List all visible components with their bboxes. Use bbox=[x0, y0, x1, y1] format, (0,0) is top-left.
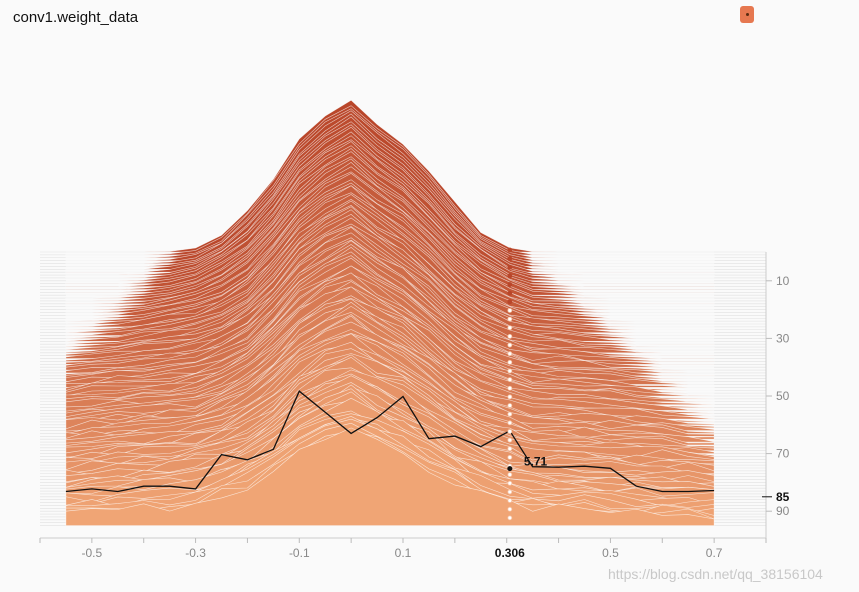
hover-marker bbox=[507, 411, 513, 417]
hover-x-label: 0.306 bbox=[495, 546, 525, 560]
chart-title: conv1.weight_data bbox=[13, 9, 139, 26]
histogram-slice bbox=[65, 427, 715, 526]
step-tick-label: 90 bbox=[776, 504, 790, 518]
hover-marker bbox=[507, 420, 513, 426]
x-tick-label: 0.7 bbox=[706, 546, 723, 560]
hover-marker bbox=[507, 299, 513, 305]
hover-marker bbox=[507, 256, 513, 262]
hover-marker bbox=[507, 515, 513, 521]
hover-marker bbox=[507, 316, 513, 322]
step-tick-label: 30 bbox=[776, 331, 790, 345]
hover-marker bbox=[507, 489, 513, 495]
chart-options-toggle[interactable] bbox=[740, 6, 754, 23]
hover-point bbox=[507, 466, 513, 472]
hover-marker bbox=[507, 446, 513, 452]
hover-step-label: 85 bbox=[776, 490, 790, 504]
hover-value-label: 5.71 bbox=[524, 455, 548, 469]
hover-marker bbox=[507, 385, 513, 391]
hover-marker bbox=[507, 472, 513, 478]
hover-marker bbox=[507, 247, 513, 253]
hover-marker bbox=[507, 290, 513, 296]
hover-marker bbox=[507, 333, 513, 339]
hover-marker bbox=[507, 480, 513, 486]
hover-marker bbox=[507, 394, 513, 400]
toggle-dot-icon bbox=[746, 13, 749, 16]
hover-marker bbox=[507, 308, 513, 313]
hover-marker bbox=[507, 403, 513, 408]
hover-marker bbox=[507, 429, 513, 434]
x-tick-label: 0.5 bbox=[602, 546, 619, 560]
x-tick-label: -0.3 bbox=[185, 546, 206, 560]
watermark: https://blog.csdn.net/qq_38156104 bbox=[608, 566, 823, 582]
step-tick-label: 50 bbox=[776, 389, 790, 403]
highlight-series-line bbox=[65, 390, 715, 493]
hover-marker bbox=[507, 342, 513, 348]
hover-marker bbox=[507, 437, 513, 443]
step-tick-label: 10 bbox=[776, 274, 790, 288]
hover-marker bbox=[507, 359, 513, 365]
hover-marker bbox=[507, 377, 513, 383]
hover-marker bbox=[507, 264, 513, 270]
x-tick-label: -0.1 bbox=[289, 546, 310, 560]
hover-marker bbox=[507, 454, 513, 460]
x-tick-label: -0.5 bbox=[82, 546, 103, 560]
hover-marker bbox=[507, 506, 513, 512]
hover-marker bbox=[507, 498, 513, 503]
hover-marker bbox=[507, 368, 513, 374]
x-tick-label: 0.1 bbox=[395, 546, 412, 560]
hover-marker bbox=[507, 351, 513, 357]
hover-marker bbox=[507, 273, 513, 279]
hover-marker bbox=[507, 325, 513, 331]
step-tick-label: 70 bbox=[776, 447, 790, 461]
hover-marker bbox=[507, 282, 513, 287]
